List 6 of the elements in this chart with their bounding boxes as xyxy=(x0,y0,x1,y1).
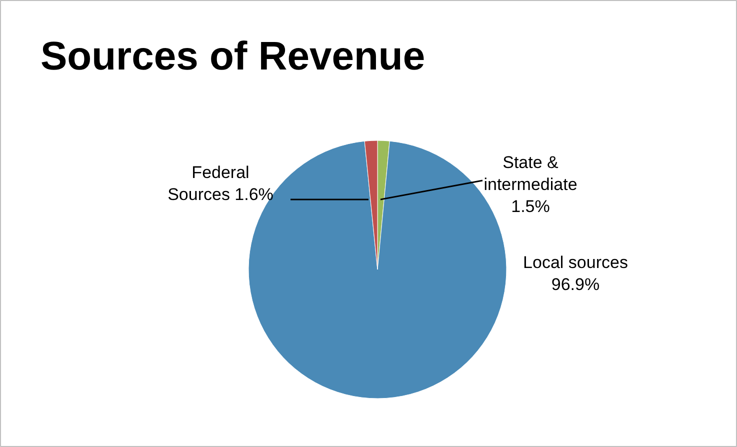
slice-label: Federal Sources 1.6% xyxy=(168,163,274,204)
slice-label: Local sources xyxy=(523,253,628,272)
data-label: 96.9% xyxy=(551,275,600,294)
slice-label: State & intermediate xyxy=(484,153,578,194)
chart-title: Sources of Revenue xyxy=(40,34,426,78)
data-label: 1.5% xyxy=(511,197,550,216)
